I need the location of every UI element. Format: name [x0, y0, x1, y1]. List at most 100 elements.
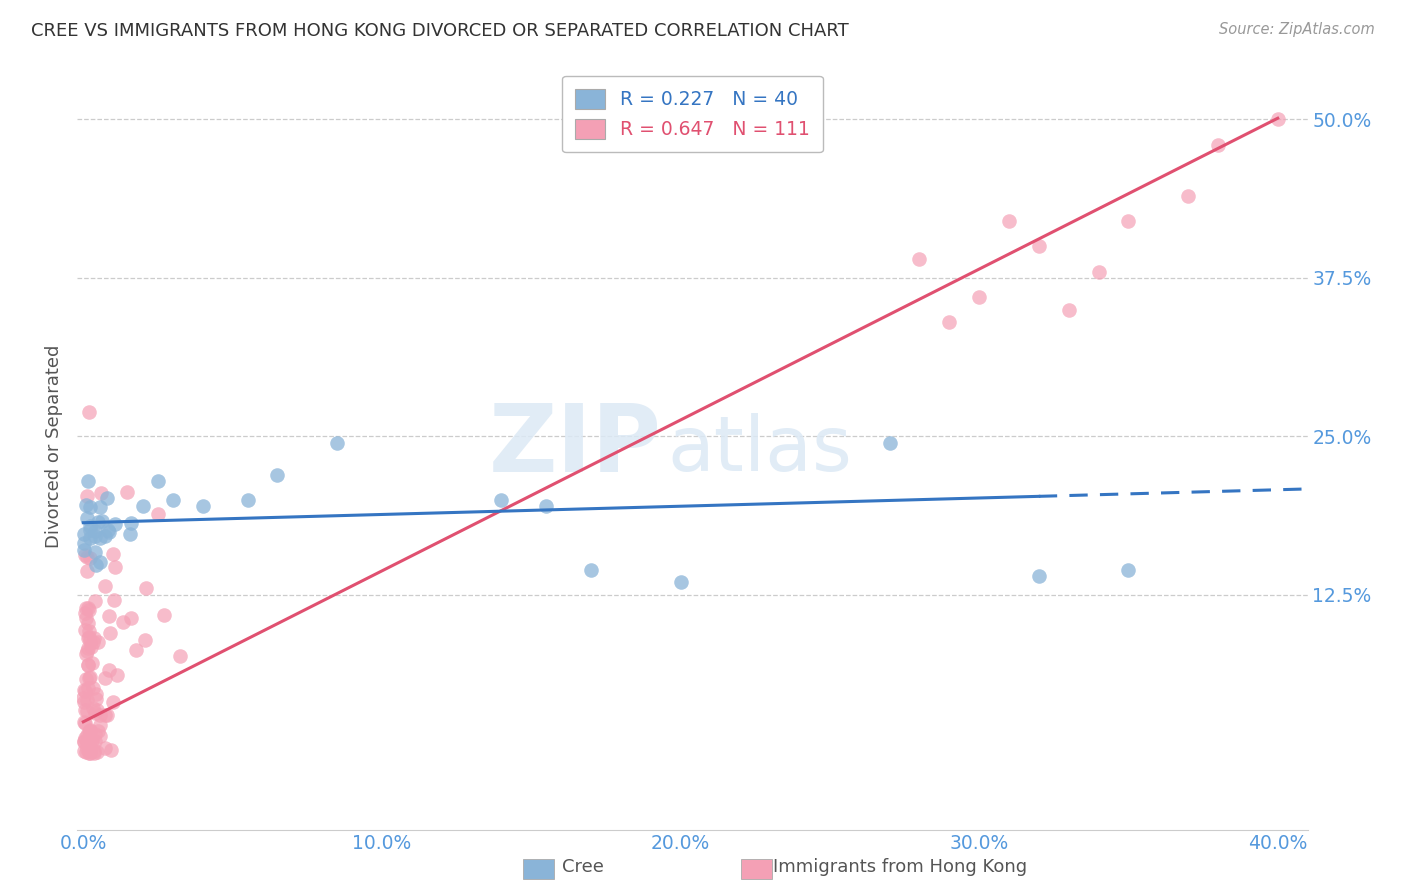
Point	[77, 405, 100, 419]
Point	[1118, 214, 1140, 228]
Legend: R = 0.227   N = 40, R = 0.647   N = 111: R = 0.227 N = 40, R = 0.647 N = 111	[562, 76, 823, 153]
Point	[86, 724, 108, 739]
Point	[79, 737, 101, 751]
Point	[73, 734, 96, 748]
Point	[77, 624, 100, 638]
Point	[94, 741, 117, 756]
Point	[76, 489, 98, 503]
Point	[75, 601, 97, 615]
Point	[77, 641, 100, 656]
Point	[94, 708, 117, 723]
Point	[76, 737, 98, 751]
Point	[98, 525, 121, 540]
Point	[75, 498, 97, 512]
Point	[75, 611, 97, 625]
Point	[73, 606, 96, 620]
Point	[76, 733, 98, 747]
Point	[82, 681, 104, 696]
Point	[89, 532, 111, 546]
Point	[879, 435, 901, 450]
Point	[491, 492, 513, 507]
Point	[89, 718, 111, 732]
Point	[77, 672, 100, 686]
Point	[1028, 569, 1050, 583]
Point	[1057, 302, 1080, 317]
Point	[83, 733, 105, 747]
Point	[79, 742, 101, 756]
Point	[82, 733, 104, 747]
Point	[79, 523, 101, 537]
Point	[134, 632, 156, 647]
Point	[908, 252, 931, 266]
Point	[96, 491, 118, 505]
Point	[153, 608, 176, 623]
Point	[73, 684, 96, 698]
Point	[326, 435, 349, 450]
Point	[967, 290, 990, 304]
Point	[72, 690, 94, 705]
Point	[86, 687, 108, 701]
Point	[79, 670, 101, 684]
Point	[101, 548, 124, 562]
Point	[120, 611, 142, 625]
Point	[266, 467, 288, 482]
Point	[104, 516, 127, 531]
Point	[79, 723, 101, 738]
Point	[80, 656, 103, 670]
Point	[103, 695, 125, 709]
Point	[86, 703, 108, 717]
Point	[87, 515, 110, 529]
Point	[73, 527, 96, 541]
Point	[77, 475, 100, 489]
Point	[669, 575, 692, 590]
Point	[120, 516, 142, 531]
Point	[1087, 265, 1109, 279]
Point	[76, 693, 98, 707]
Point	[75, 548, 97, 562]
Point	[77, 724, 100, 739]
Point	[73, 735, 96, 749]
Point	[97, 523, 120, 537]
Point	[86, 745, 108, 759]
Point	[89, 707, 111, 722]
Point	[115, 485, 138, 500]
Point	[162, 492, 184, 507]
Point	[103, 592, 125, 607]
Point	[84, 706, 107, 720]
Point	[84, 524, 107, 538]
Point	[75, 672, 97, 686]
Point	[76, 511, 98, 525]
Point	[83, 594, 105, 608]
Point	[76, 704, 98, 718]
Point	[73, 695, 96, 709]
Point	[98, 663, 121, 677]
Point	[76, 564, 98, 578]
Point	[998, 214, 1021, 228]
Point	[77, 600, 100, 615]
Point	[125, 642, 148, 657]
Point	[77, 630, 100, 644]
Point	[1118, 563, 1140, 577]
Point	[84, 692, 107, 706]
Point	[84, 727, 107, 741]
Point	[135, 581, 157, 595]
Point	[77, 657, 100, 672]
Point	[79, 746, 101, 760]
Point	[79, 518, 101, 533]
Point	[89, 500, 111, 514]
Point	[236, 492, 259, 507]
Point	[89, 729, 111, 743]
Point	[104, 559, 127, 574]
Point	[73, 535, 96, 549]
Point	[93, 672, 115, 686]
Point	[79, 723, 101, 738]
Point	[77, 746, 100, 760]
Point	[107, 668, 129, 682]
Point	[83, 746, 105, 760]
Text: Cree: Cree	[562, 858, 605, 876]
Point	[96, 707, 118, 722]
Point	[77, 632, 100, 646]
Point	[77, 681, 100, 695]
Point	[82, 701, 104, 715]
Point	[76, 728, 98, 742]
